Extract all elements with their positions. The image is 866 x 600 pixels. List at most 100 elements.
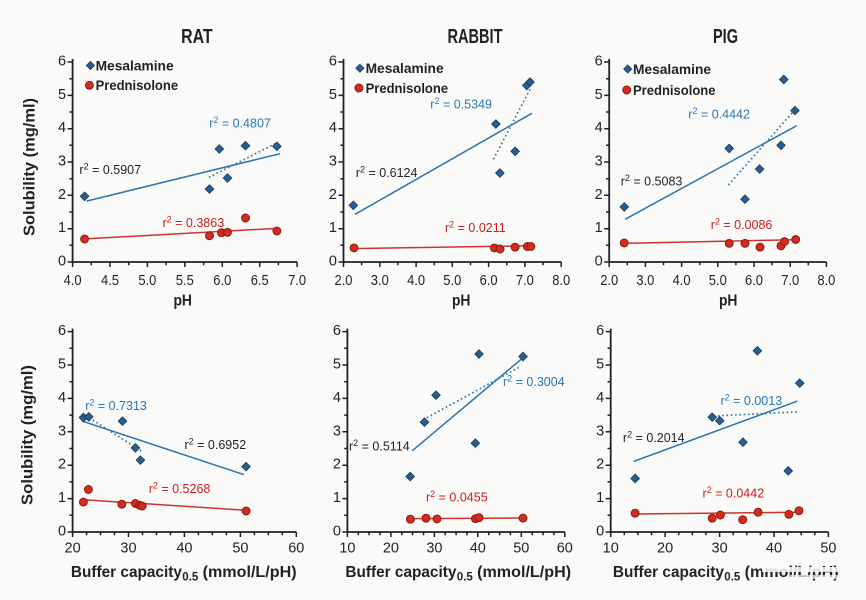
- svg-text:60: 60: [288, 541, 304, 557]
- svg-text:2: 2: [58, 187, 66, 203]
- svg-text:50: 50: [513, 541, 529, 557]
- svg-text:2: 2: [596, 457, 604, 473]
- svg-text:5: 5: [58, 357, 66, 373]
- svg-text:Solubility (mg/ml): Solubility (mg/ml): [22, 98, 39, 236]
- svg-text:50: 50: [820, 541, 836, 557]
- svg-text:r2 = 0.6952: r2 = 0.6952: [185, 437, 247, 453]
- svg-text:pH: pH: [452, 293, 471, 310]
- svg-text:r2 = 0.0442: r2 = 0.0442: [703, 485, 765, 501]
- svg-text:6: 6: [58, 323, 66, 339]
- svg-text:0.5: 0.5: [457, 571, 474, 583]
- svg-text:r2 = 0.0086: r2 = 0.0086: [711, 217, 773, 233]
- svg-text:6: 6: [329, 54, 337, 70]
- svg-text:2: 2: [58, 457, 66, 473]
- svg-text:2.0: 2.0: [335, 273, 353, 289]
- svg-text:3: 3: [595, 154, 603, 170]
- svg-text:r2 = 0.0211: r2 = 0.0211: [445, 220, 506, 236]
- svg-text:4: 4: [596, 390, 604, 406]
- svg-text:1: 1: [58, 220, 66, 236]
- svg-text:0: 0: [329, 254, 337, 270]
- svg-text:4.5: 4.5: [101, 273, 119, 289]
- svg-text:5.0: 5.0: [138, 273, 156, 289]
- svg-text:4: 4: [58, 390, 66, 406]
- svg-text:0.5: 0.5: [724, 571, 741, 583]
- svg-text:2: 2: [333, 457, 341, 473]
- svg-text:3.0: 3.0: [636, 273, 654, 289]
- svg-text:r2 = 0.5268: r2 = 0.5268: [149, 481, 211, 497]
- svg-text:4.0: 4.0: [64, 273, 82, 289]
- svg-text:Mesalamine: Mesalamine: [366, 60, 444, 76]
- svg-text:r2 = 0.5114: r2 = 0.5114: [349, 438, 410, 454]
- svg-text:4.0: 4.0: [673, 273, 691, 289]
- svg-text:Prednisolone: Prednisolone: [96, 77, 179, 93]
- svg-text:5: 5: [596, 357, 604, 373]
- svg-text:Mesalamine: Mesalamine: [96, 57, 174, 73]
- svg-text:5: 5: [329, 87, 337, 103]
- svg-text:3: 3: [596, 423, 604, 439]
- svg-text:4.0: 4.0: [407, 273, 425, 289]
- svg-text:3: 3: [329, 154, 337, 170]
- svg-text:7.0: 7.0: [288, 273, 306, 289]
- svg-text:0: 0: [58, 524, 66, 540]
- svg-text:5.0: 5.0: [709, 273, 727, 289]
- svg-text:5: 5: [595, 87, 603, 103]
- svg-text:3: 3: [58, 154, 66, 170]
- svg-text:1: 1: [596, 490, 604, 506]
- svg-text:40: 40: [766, 541, 782, 557]
- svg-text:r2 = 0.5349: r2 = 0.5349: [430, 96, 492, 112]
- svg-text:60: 60: [557, 541, 573, 557]
- svg-text:4: 4: [595, 120, 603, 136]
- svg-text:6.0: 6.0: [745, 273, 763, 289]
- svg-text:1: 1: [329, 220, 337, 236]
- svg-text:PIG: PIG: [713, 26, 738, 48]
- svg-text:5: 5: [58, 87, 66, 103]
- svg-text:Mesalamine: Mesalamine: [633, 61, 711, 77]
- svg-text:20: 20: [65, 541, 81, 557]
- svg-text:3.0: 3.0: [371, 273, 389, 289]
- svg-text:3: 3: [58, 423, 66, 439]
- svg-text:30: 30: [712, 541, 728, 557]
- svg-text:RABBIT: RABBIT: [448, 26, 503, 48]
- svg-text:0.5: 0.5: [182, 571, 199, 583]
- svg-text:1: 1: [58, 490, 66, 506]
- svg-text:2.0: 2.0: [600, 273, 618, 289]
- svg-text:5.5: 5.5: [176, 273, 194, 289]
- svg-text:3: 3: [333, 423, 341, 439]
- svg-text:30: 30: [120, 541, 136, 557]
- svg-text:20: 20: [383, 541, 399, 557]
- svg-text:Buffer capacity: Buffer capacity: [613, 564, 724, 581]
- svg-text:r2 = 0.3863: r2 = 0.3863: [163, 215, 225, 231]
- svg-text:10: 10: [603, 541, 619, 557]
- svg-text:0: 0: [333, 524, 341, 540]
- svg-text:Prednisolone: Prednisolone: [366, 80, 449, 96]
- svg-text:6.0: 6.0: [213, 273, 231, 289]
- svg-text:Buffer capacity: Buffer capacity: [71, 564, 182, 581]
- svg-text:r2 = 0.5907: r2 = 0.5907: [79, 162, 141, 178]
- svg-text:10: 10: [339, 541, 355, 557]
- svg-text:(mmol/L/pH): (mmol/L/pH): [203, 564, 297, 581]
- svg-text:Buffer capacity: Buffer capacity: [345, 564, 456, 581]
- svg-text:6: 6: [333, 323, 341, 339]
- svg-text:r2 = 0.0455: r2 = 0.0455: [426, 489, 488, 505]
- svg-text:0: 0: [595, 254, 603, 270]
- svg-text:2: 2: [329, 187, 337, 203]
- svg-text:Solubility (mg/ml): Solubility (mg/ml): [20, 365, 37, 505]
- svg-text:6.5: 6.5: [251, 273, 269, 289]
- svg-text:(mmol/L/pH): (mmol/L/pH): [477, 564, 571, 581]
- svg-text:2: 2: [595, 187, 603, 203]
- svg-text:Prednisolone: Prednisolone: [633, 82, 716, 98]
- svg-text:4: 4: [329, 120, 337, 136]
- svg-text:40: 40: [176, 541, 192, 557]
- svg-text:5.0: 5.0: [443, 273, 461, 289]
- svg-text:50: 50: [232, 541, 248, 557]
- svg-text:6: 6: [595, 54, 603, 70]
- svg-text:6.0: 6.0: [480, 273, 498, 289]
- svg-text:r2 = 0.0013: r2 = 0.0013: [721, 393, 783, 409]
- svg-text:5: 5: [333, 357, 341, 373]
- svg-text:1: 1: [595, 220, 603, 236]
- svg-text:r2 = 0.4442: r2 = 0.4442: [688, 106, 750, 122]
- svg-text:0: 0: [58, 254, 66, 270]
- svg-text:4: 4: [333, 390, 341, 406]
- svg-text:r2 = 0.6124: r2 = 0.6124: [356, 165, 418, 181]
- svg-text:pH: pH: [173, 293, 192, 310]
